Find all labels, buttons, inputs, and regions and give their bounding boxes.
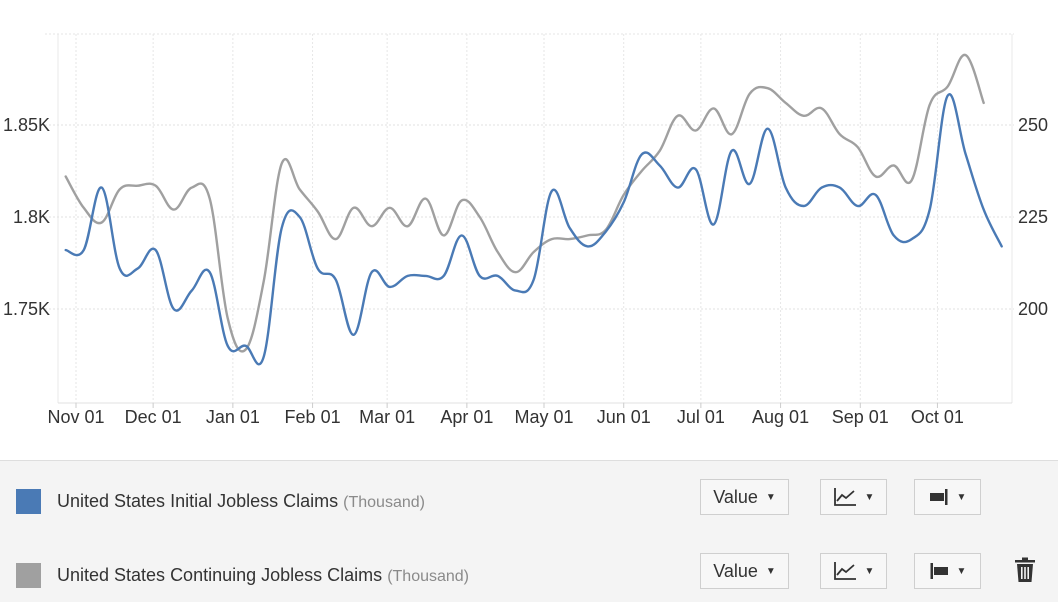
chart-area: 1.75K 1.8K 1.85K 200 225 250 Nov 01 Dec 01 Jan 0…: [3, 33, 1048, 427]
x-tick-label: Jan 01: [206, 407, 260, 427]
chart-type-dropdown[interactable]: ▼: [820, 553, 887, 589]
x-tick-label: Feb 01: [285, 407, 341, 427]
x-tick-label: Sep 01: [832, 407, 889, 427]
value-dropdown[interactable]: Value ▼: [700, 479, 789, 515]
legend-panel: United States Initial Jobless Claims (Th…: [0, 460, 1058, 602]
x-tick-label: Jun 01: [597, 407, 651, 427]
trash-icon[interactable]: [1014, 557, 1036, 583]
series-unit: (Thousand): [343, 494, 425, 511]
x-tick-label: Aug 01: [752, 407, 809, 427]
y-left-tick-label: 1.85K: [3, 115, 50, 135]
axis-dropdown[interactable]: ▼: [914, 553, 981, 589]
legend-row-initial-claims: United States Initial Jobless Claims (Th…: [0, 477, 1058, 525]
legend-row-continuing-claims: United States Continuing Jobless Claims …: [0, 551, 1058, 599]
series-name: United States Initial Jobless Claims: [57, 491, 339, 511]
axis-dropdown[interactable]: ▼: [914, 479, 981, 515]
axis-ticks: 1.75K 1.8K 1.85K 200 225 250 Nov 01 Dec 01 Jan 0…: [3, 115, 1048, 427]
y-left-tick-label: 1.75K: [3, 299, 50, 319]
x-tick-label: Mar 01: [359, 407, 415, 427]
chevron-down-icon: ▼: [864, 491, 875, 503]
y-right-tick-label: 200: [1018, 299, 1048, 319]
series-unit: (Thousand): [387, 568, 470, 585]
legend-label: United States Initial Jobless Claims (Th…: [57, 489, 425, 515]
series-line-continuing-claims: [64, 53, 985, 353]
chevron-down-icon: ▼: [956, 565, 967, 577]
series-lines: [64, 53, 1003, 366]
line-chart: 1.75K 1.8K 1.85K 200 225 250 Nov 01 Dec 01 Jan 0…: [3, 33, 1048, 427]
value-dropdown[interactable]: Value ▼: [700, 553, 789, 589]
chevron-down-icon: ▼: [765, 491, 776, 503]
x-tick-label: Oct 01: [911, 407, 964, 427]
chevron-down-icon: ▼: [765, 565, 776, 577]
legend-label: United States Continuing Jobless Claims …: [57, 563, 469, 589]
y-right-tick-label: 250: [1018, 115, 1048, 135]
series-color-swatch[interactable]: [16, 563, 41, 588]
chevron-down-icon: ▼: [864, 565, 875, 577]
line-chart-icon: [833, 488, 856, 506]
chart-type-dropdown[interactable]: ▼: [820, 479, 887, 515]
axis-left-icon: [930, 563, 948, 579]
x-tick-label: May 01: [514, 407, 573, 427]
value-dropdown-label: Value: [713, 560, 758, 581]
chevron-down-icon: ▼: [956, 491, 967, 503]
series-line-initial-claims: [64, 93, 1003, 366]
series-color-swatch[interactable]: [16, 489, 41, 514]
x-tick-label: Dec 01: [125, 407, 182, 427]
line-chart-icon: [833, 562, 856, 580]
y-left-tick-label: 1.8K: [13, 207, 50, 227]
y-right-tick-label: 225: [1018, 207, 1048, 227]
x-tick-label: Apr 01: [440, 407, 493, 427]
grid: [45, 33, 1014, 408]
axis-right-icon: [929, 489, 948, 505]
x-tick-label: Nov 01: [47, 407, 104, 427]
value-dropdown-label: Value: [713, 486, 758, 507]
x-tick-label: Jul 01: [677, 407, 725, 427]
series-name: United States Continuing Jobless Claims: [57, 565, 383, 585]
